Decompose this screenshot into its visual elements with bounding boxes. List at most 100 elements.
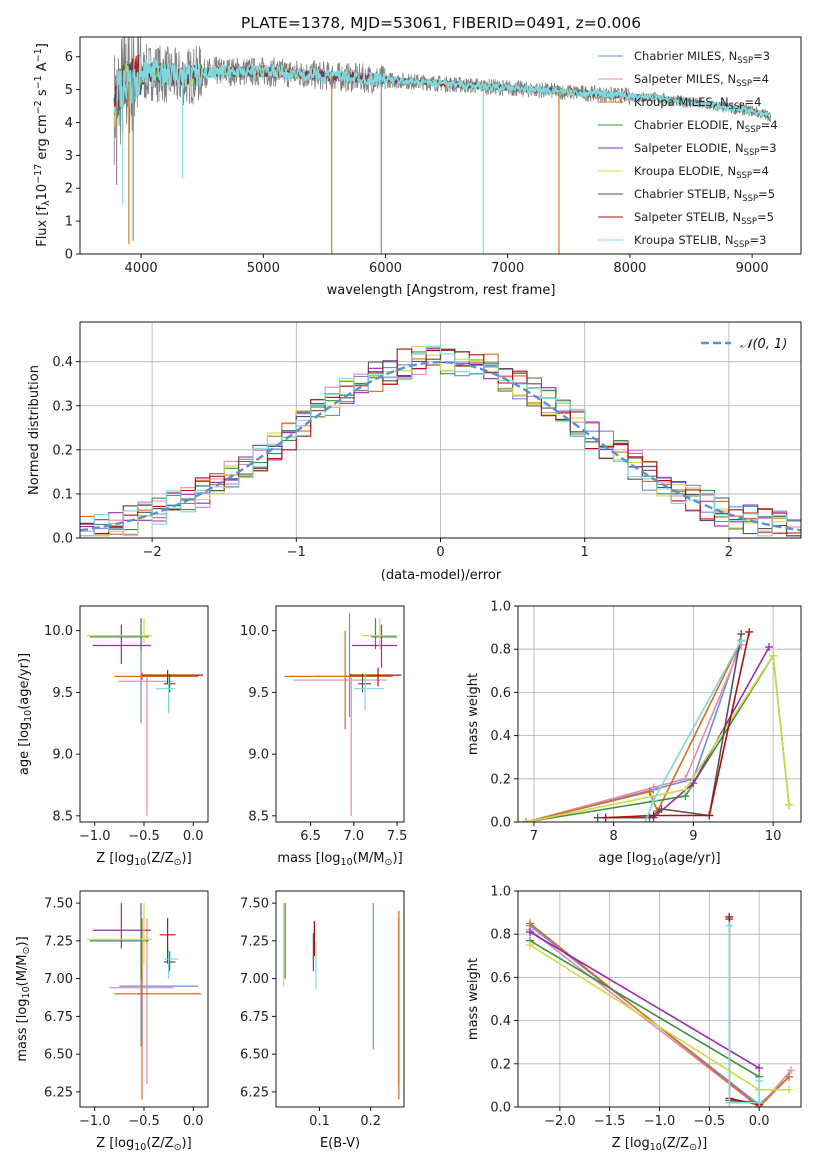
plot-area [525, 912, 796, 1107]
data-point [645, 787, 654, 796]
data-point [737, 636, 746, 645]
errorbar-chabrier-elodie [371, 618, 398, 650]
y-tick-label: 9.0 [248, 748, 269, 763]
histogram-kroupa-stelib [80, 345, 801, 537]
x-tick-label: 0.1 [309, 1114, 330, 1129]
data-point [765, 643, 774, 652]
series-line [605, 631, 750, 819]
x-tick-label: −0.5 [694, 1114, 726, 1129]
y-axis-label: mass weight [466, 673, 481, 755]
x-tick-label: 0.0 [183, 829, 204, 844]
y-tick-label: 0.6 [490, 686, 511, 701]
axes: 0.1 0.2 6.25 6.50 6.75 7.00 7.25 7.50 [240, 890, 405, 1129]
mass-vs-metallicity-panel: −1.0 −0.5 0.0 6.25 6.50 6.75 7.00 7.25 7.50 Z [lo… [15, 890, 209, 1153]
y-tick-label: 1.0 [490, 600, 511, 615]
legend-entry: 𝒩(0, 1) [740, 337, 787, 352]
y-tick-label: 0.4 [490, 729, 511, 744]
data-point [649, 783, 658, 792]
y-tick-label: 7.25 [240, 934, 269, 949]
mass-weight-vs-metallicity-panel: −2.0 −1.5 −1.0 −0.5 0.0 0.0 0.2 0.4 0.6 0.8 1.0 Z [… [466, 885, 802, 1153]
y-tick-label: 0.2 [52, 443, 73, 458]
data-point [725, 912, 734, 921]
data-point [785, 1072, 794, 1081]
series-line [728, 916, 760, 1106]
data-point [689, 779, 698, 788]
series-line [728, 919, 760, 1104]
errorbar-chabrier-elodie [89, 903, 149, 979]
data-point [521, 818, 530, 822]
y-axis-label: mass [log10(M/M⊙)] [15, 936, 32, 1061]
data-point [755, 1077, 764, 1086]
x-axis-label: mass [log10(M/M⊙)] [277, 851, 402, 868]
data-point [593, 813, 602, 822]
errorbar-kroupa-elodie [86, 903, 152, 964]
x-tick-label: 10 [765, 829, 782, 844]
x-tick-label: −1 [287, 545, 306, 560]
x-tick-label: 1 [581, 545, 589, 560]
data-point [725, 921, 734, 930]
data-point [681, 785, 690, 794]
y-tick-label: 0.0 [490, 816, 511, 831]
axes-frame [275, 890, 405, 1108]
x-tick-label: −1.0 [79, 1114, 111, 1129]
x-axis-label: age [log10(age/yr)] [598, 851, 720, 868]
series-line [529, 929, 792, 1107]
figure-title: PLATE=1378, MJD=53061, FIBERID=0491, z=0… [241, 14, 641, 32]
plot-area [113, 37, 772, 254]
y-tick-label: 6.25 [44, 1085, 73, 1100]
legend-entry: Kroupa MILES, NSSP=4 [634, 95, 761, 112]
y-tick-label: 0.4 [490, 1014, 511, 1029]
y-tick-label: 1 [65, 215, 73, 230]
errorbar-salpeter-miles [118, 676, 174, 816]
data-point [649, 811, 658, 820]
legend-entry: Salpeter STELIB, NSSP=5 [634, 210, 774, 227]
y-tick-label: 7.50 [44, 897, 73, 912]
age-vs-metallicity-panel: −1.0 −0.5 0.0 8.5 9.0 9.5 10.0 Z [log10(Z/Z⊙)] a… [17, 605, 209, 868]
data-point [745, 627, 754, 636]
series-chabrier-elodie [525, 936, 764, 1081]
plot-area [521, 627, 794, 822]
mass-vs-ebv-panel: 0.1 0.2 6.25 6.50 6.75 7.00 7.25 7.50 E(B-V) [240, 890, 405, 1151]
y-tick-label: 8.5 [248, 809, 269, 824]
errorbar-chabrier-stelib [163, 951, 176, 972]
y-tick-label: 6.50 [44, 1048, 73, 1063]
errorbar-salpeter-elodie [92, 624, 151, 665]
y-tick-label: 9.5 [248, 686, 269, 701]
y-tick-label: 0.1 [52, 487, 73, 502]
x-tick-label: 9 [689, 829, 697, 844]
errorbar-salpeter-elodie [92, 903, 151, 949]
x-tick-label: 7000 [491, 261, 524, 276]
y-tick-label: 9.5 [52, 686, 73, 701]
data-point [725, 1098, 734, 1107]
errorbar-chabrier-miles [119, 903, 199, 1047]
errorbar-kroupa-elodie [362, 618, 398, 650]
data-point [769, 651, 778, 660]
x-tick-label: −0.5 [128, 829, 160, 844]
plot-area [80, 345, 801, 537]
plot-area [86, 903, 202, 1100]
x-tick-label: 0.0 [183, 1114, 204, 1129]
series-kroupa-stelib [725, 921, 764, 1107]
series-salpeter-elodie [525, 928, 764, 1073]
errorbar-salpeter-stelib [349, 667, 402, 687]
x-axis-label: Z [log10(Z/Z⊙)] [612, 1136, 707, 1153]
data-point [785, 1085, 794, 1094]
data-point [705, 811, 714, 820]
errorbar-kroupa-miles [114, 918, 202, 1100]
y-tick-label: 6.75 [240, 1010, 269, 1025]
plot-area [86, 618, 204, 816]
x-axis-label: (data-model)/error [381, 568, 502, 583]
x-axis-label: E(B-V) [320, 1136, 360, 1151]
y-axis-label: Normed distribution [27, 365, 42, 495]
y-axis-label: Flux [fλ10−17 erg cm−2 s−1 A−1] [33, 43, 52, 247]
series-line [597, 633, 742, 819]
errorbar-chabrier-elodie [89, 618, 149, 650]
series-salpeter-elodie [649, 643, 774, 822]
y-tick-label: 8.5 [52, 809, 73, 824]
spectrum-panel: 4000 5000 6000 7000 8000 9000 0 1 2 3 4 5 6 wavelengt… [33, 36, 802, 298]
data-point [681, 774, 690, 783]
axes: 6.5 7.0 7.5 8.5 9.0 9.5 10.0 [240, 605, 408, 844]
x-tick-label: 7.5 [387, 829, 408, 844]
errorbar-salpeter-stelib [159, 918, 176, 964]
x-tick-label: 7 [530, 829, 538, 844]
